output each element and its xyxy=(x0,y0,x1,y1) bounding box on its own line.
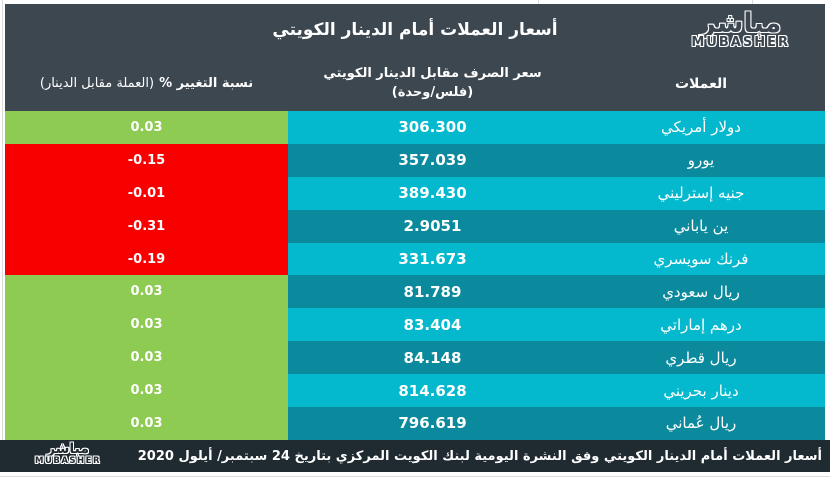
column-headers: العملات سعر الصرف مقابل الدينار الكويتي … xyxy=(5,56,825,111)
source-note: أسعار العملات أمام الدينار الكويتي وفق ا… xyxy=(137,448,822,464)
rate-header-line2: (فلس/وحدة) xyxy=(391,84,474,100)
currency-name: فرنك سويسري xyxy=(577,242,825,276)
table-row: ريال عُماني 796.619 0.03 xyxy=(5,407,825,440)
currency-name: ريال عُماني xyxy=(577,407,825,440)
change-percent-value: 0.03 xyxy=(5,275,288,309)
currency-name: دولار أمريكي xyxy=(577,111,825,144)
currency-name: ريال قطري xyxy=(577,341,825,375)
exchange-rate-value: 389.430 xyxy=(288,176,577,210)
currency-name: ين ياباني xyxy=(577,209,825,243)
exchange-rate-value: 81.789 xyxy=(288,275,577,309)
mubasher-logo-arabic: مباشر xyxy=(46,441,90,457)
column-header-exchange-rate: سعر الصرف مقابل الدينار الكويتي (فلس/وحد… xyxy=(288,56,577,111)
change-percent-value: 0.03 xyxy=(5,341,288,375)
table-header: أسعار العملات أمام الدينار الكويتي مباشر… xyxy=(5,4,825,111)
mubasher-logo-latin: MUBASHER xyxy=(35,455,102,466)
gridline xyxy=(538,0,539,4)
table-row: دولار أمريكي 306.300 0.03 xyxy=(5,111,825,144)
table-row: ين ياباني 2.9051 -0.31 xyxy=(5,209,825,243)
table-row: درهم إماراتي 83.404 0.03 xyxy=(5,308,825,342)
currency-name: ريال سعودي xyxy=(577,275,825,309)
exchange-rate-value: 796.619 xyxy=(288,407,577,440)
change-percent-value: -0.15 xyxy=(5,143,288,177)
exchange-rate-value: 357.039 xyxy=(288,143,577,177)
change-header-title: نسبة التغيير % xyxy=(159,76,254,91)
exchange-rate-value: 2.9051 xyxy=(288,209,577,243)
mubasher-logo-arabic: مباشر xyxy=(700,8,782,39)
exchange-rate-value: 331.673 xyxy=(288,242,577,276)
rate-header-line1: سعر الصرف مقابل الدينار الكويتي xyxy=(323,65,542,81)
table-row: دينار بحريني 814.628 0.03 xyxy=(5,374,825,408)
currency-name: يورو xyxy=(577,143,825,177)
table-row: يورو 357.039 -0.15 xyxy=(5,143,825,177)
column-header-change-percent: نسبة التغيير % (العملة مقابل الدينار) xyxy=(5,56,288,111)
change-percent-value: 0.03 xyxy=(5,308,288,342)
mubasher-logo: مباشر MUBASHER xyxy=(691,8,790,51)
exchange-rate-value: 84.148 xyxy=(288,341,577,375)
gridline xyxy=(752,0,753,4)
footer: مباشر MUBASHER أسعار العملات أمام الدينا… xyxy=(0,440,830,472)
page-title: أسعار العملات أمام الدينار الكويتي xyxy=(272,20,558,40)
exchange-rates-table: أسعار العملات أمام الدينار الكويتي مباشر… xyxy=(5,4,825,440)
table-row: جنيه إسترليني 389.430 -0.01 xyxy=(5,176,825,210)
column-header-currencies: العملات xyxy=(674,75,728,92)
currency-name: درهم إماراتي xyxy=(577,308,825,342)
exchange-rate-value: 814.628 xyxy=(288,374,577,408)
exchange-rate-value: 306.300 xyxy=(288,111,577,144)
table-rows: دولار أمريكي 306.300 0.03 يورو 357.039 -0.15 ج… xyxy=(5,111,825,440)
currency-name: دينار بحريني xyxy=(577,374,825,408)
table-row: ريال سعودي 81.789 0.03 xyxy=(5,275,825,309)
change-percent-value: 0.03 xyxy=(5,407,288,440)
change-percent-value: 0.03 xyxy=(5,111,288,144)
gridline xyxy=(0,476,830,477)
mubasher-logo-latin: MUBASHER xyxy=(691,35,790,51)
currency-name: جنيه إسترليني xyxy=(577,176,825,210)
change-percent-value: -0.01 xyxy=(5,176,288,210)
gridline xyxy=(2,0,3,440)
mubasher-logo-small: مباشر MUBASHER xyxy=(35,442,101,466)
change-header-note: (العملة مقابل الدينار) xyxy=(39,76,155,91)
exchange-rate-value: 83.404 xyxy=(288,308,577,342)
change-percent-value: -0.31 xyxy=(5,209,288,243)
table-row: فرنك سويسري 331.673 -0.19 xyxy=(5,242,825,276)
change-percent-value: -0.19 xyxy=(5,242,288,276)
change-percent-value: 0.03 xyxy=(5,374,288,408)
table-row: ريال قطري 84.148 0.03 xyxy=(5,341,825,375)
